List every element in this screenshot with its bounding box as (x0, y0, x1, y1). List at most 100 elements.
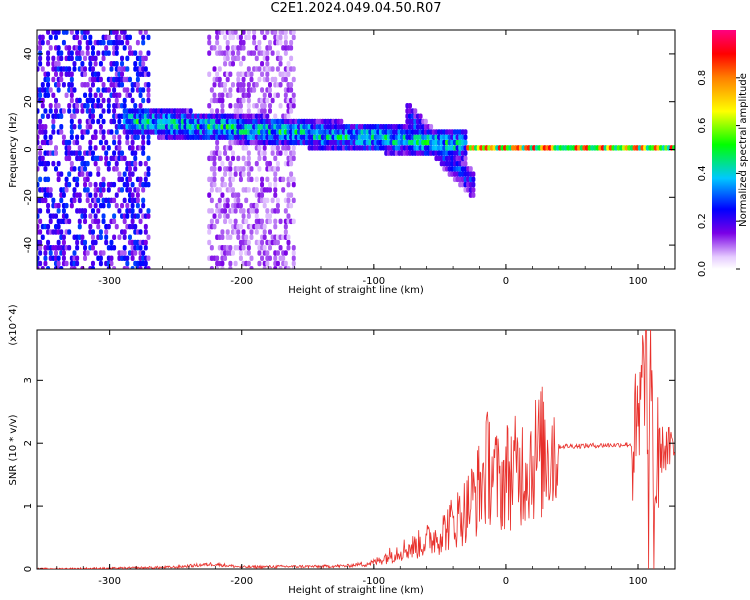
spectrogram-cell (209, 108, 214, 114)
spectrogram-cell (146, 213, 151, 219)
spectrogram-cell (212, 155, 217, 162)
spectrogram-cell (254, 160, 259, 167)
spectrogram-cell (133, 223, 138, 230)
spectrogram-cell (228, 160, 233, 167)
spectrogram-cell (67, 155, 72, 162)
spectrogram-cell (61, 134, 66, 141)
spectrogram-cell (112, 218, 117, 225)
spectrogram-cell (127, 234, 132, 240)
spectrogram-cell (262, 223, 267, 230)
spectrogram-cell (289, 160, 294, 167)
spectrogram-cell (207, 71, 212, 77)
spectrogram-cell (101, 81, 106, 88)
colorbar-ticks: 0.0 0.2 0.4 0.6 0.8 (697, 70, 740, 277)
spectrogram-cell (283, 30, 288, 35)
spectrogram-cell (252, 34, 257, 41)
spectrogram-cell (101, 118, 106, 125)
spectrogram-cell (262, 202, 267, 209)
spectrogram-cell (283, 92, 288, 98)
spectrogram-cell (53, 213, 58, 219)
spectrogram-cell (135, 39, 140, 46)
spectrogram-cell (275, 92, 280, 98)
spectrogram-cell (270, 50, 275, 56)
spectrogram-cell (220, 176, 225, 183)
spectrogram-cell (120, 202, 125, 209)
spectrogram-cell (67, 229, 72, 235)
spectrogram-cell (138, 229, 143, 235)
spectrogram-cell (267, 213, 272, 219)
spectrogram-cell (223, 181, 228, 188)
spectrogram-cell (228, 92, 233, 98)
spectrogram-cell (88, 145, 93, 151)
spectrogram-cell (278, 266, 283, 269)
spectrogram-cell (141, 87, 146, 93)
spectrogram-cell (267, 92, 272, 98)
spectrogram-x-tick-label: 0 (503, 276, 509, 287)
spectrogram-cell (75, 181, 80, 188)
spectrogram-cell (72, 87, 77, 93)
spectrogram-x-tick-label: 100 (628, 276, 647, 287)
spectrogram-cell (96, 166, 101, 172)
spectrogram-cell (249, 176, 254, 183)
spectrogram-cell (130, 87, 135, 93)
spectrogram-cell (117, 92, 122, 98)
spectrogram-cell (93, 60, 98, 67)
spectrogram-cell (72, 113, 77, 120)
snr-series-line (37, 330, 675, 569)
snr-y-tick-label: 2 (23, 440, 34, 446)
spectrogram-cell (88, 87, 93, 93)
spectrogram-cell (112, 108, 117, 114)
spectrogram-cell (413, 108, 418, 114)
spectrogram-cell (72, 197, 77, 204)
spectrogram-cell (289, 108, 294, 114)
spectrogram-cell (275, 202, 280, 209)
spectrogram-cell (286, 239, 291, 246)
spectrogram-cell (72, 60, 77, 67)
spectrogram-cell (267, 229, 272, 235)
spectrogram-cell (146, 171, 151, 177)
spectrogram-cell (146, 87, 151, 93)
spectrogram-cell (265, 250, 270, 256)
spectrogram-cell (80, 234, 85, 240)
spectrogram-cell (241, 229, 246, 235)
spectrogram-cell (72, 124, 77, 130)
spectrogram-cell (93, 160, 98, 167)
spectrogram-cell (283, 223, 288, 230)
spectrogram-cell (127, 166, 132, 172)
spectrogram-cell (43, 255, 48, 261)
spectrogram-cell (260, 60, 265, 67)
spectrogram-cell (96, 197, 101, 204)
spectrogram-cell (38, 50, 43, 56)
spectrogram-cell (77, 197, 82, 204)
spectrogram-cell (241, 76, 246, 83)
spectrogram-cell (215, 139, 220, 146)
spectrogram-cell (59, 124, 64, 130)
spectrogram-cell (418, 113, 423, 120)
spectrogram-cell (46, 113, 51, 120)
spectrogram-cell (267, 266, 272, 269)
spectrogram-cell (98, 76, 103, 83)
spectrogram-cell (69, 81, 74, 88)
spectrogram-cell (212, 45, 217, 51)
spectrogram-cell (98, 124, 103, 130)
colorbar-tick-label: 0.6 (697, 118, 708, 134)
spectrogram-cell (246, 34, 251, 41)
spectrogram-cell (262, 145, 267, 151)
spectrogram-cell (138, 103, 143, 109)
spectrogram-cell (143, 260, 148, 267)
spectrogram-cell (273, 30, 278, 35)
spectrogram-cell (141, 187, 146, 193)
spectrogram-cell (273, 181, 278, 188)
spectrogram-cell (72, 66, 77, 72)
spectrogram-cell (273, 187, 278, 193)
spectrogram-cell (101, 108, 106, 114)
spectrogram-cell (77, 55, 82, 62)
snr-axes: -300 -200 -100 0 100 0 1 2 3 (23, 330, 675, 587)
spectrogram-cell (125, 134, 130, 141)
snr-scale-label: (x10^4) (8, 304, 19, 345)
spectrogram-cell (83, 34, 88, 41)
spectrogram-cell (246, 250, 251, 256)
spectrogram-cell (69, 71, 74, 77)
spectrogram-cell (289, 45, 294, 51)
